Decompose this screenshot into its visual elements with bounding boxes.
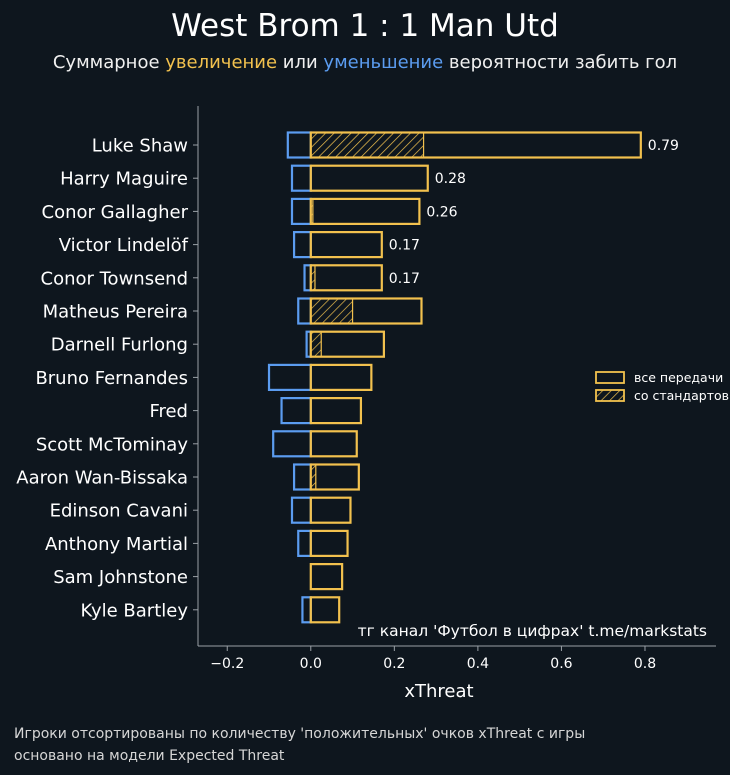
watermark-text: тг канал 'Футбол в цифрах' t.me/markstat… — [358, 622, 707, 640]
footer-line-1: Игроки отсортированы по количеству 'поло… — [14, 726, 586, 742]
player-label-anthony-martial: Anthony Martial — [45, 534, 188, 555]
value-label-victor-lindel-f: 0.17 — [389, 238, 420, 254]
negative-bar-victor-lindel-f — [292, 231, 312, 259]
x-tick-label: 0.6 — [550, 656, 572, 672]
positive-bar-scott-mctominay — [309, 430, 358, 458]
negative-bar-scott-mctominay — [272, 430, 312, 458]
x-tick-label: 0.0 — [300, 656, 322, 672]
subtitle-increase-word: увеличение — [165, 52, 278, 73]
negative-bar-conor-gallagher — [290, 197, 312, 225]
positive-bar-aaron-wan-bissaka — [309, 463, 360, 491]
player-label-edinson-cavani: Edinson Cavani — [50, 501, 188, 522]
subtitle-part-2: или — [277, 52, 324, 73]
subtitle-part-3: вероятности забить гол — [443, 52, 678, 73]
player-label-sam-johnstone: Sam Johnstone — [53, 567, 188, 588]
set-piece-bar-darnell-furlong — [310, 331, 322, 358]
player-label-harry-maguire: Harry Maguire — [60, 169, 188, 190]
positive-bar-anthony-martial — [309, 529, 349, 558]
value-label-harry-maguire: 0.28 — [435, 171, 466, 187]
footer-line-2: основано на модели Expected Threat — [14, 748, 285, 764]
chart-title: West Brom 1 : 1 Man Utd — [171, 8, 559, 44]
positive-bar-luke-shaw — [309, 131, 642, 159]
legend-swatch-all-passes — [595, 371, 625, 384]
player-label-kyle-bartley: Kyle Bartley — [80, 600, 188, 621]
player-label-matheus-pereira: Matheus Pereira — [43, 302, 188, 323]
player-label-conor-gallagher: Conor Gallagher — [42, 202, 189, 223]
positive-bar-darnell-furlong — [309, 330, 385, 358]
negative-bar-aaron-wan-bissaka — [292, 463, 312, 491]
player-label-darnell-furlong: Darnell Furlong — [51, 335, 188, 356]
positive-bar-conor-gallagher — [309, 197, 421, 225]
axis-layer: Luke Shaw Harry Maguire Conor Gallagher Vic… — [16, 106, 716, 702]
value-label-luke-shaw: 0.79 — [648, 138, 679, 154]
positive-bar-fred — [309, 397, 363, 425]
positive-bar-matheus-pereira — [309, 297, 423, 325]
negative-bar-harry-maguire — [290, 164, 312, 192]
negative-bar-luke-shaw — [286, 131, 312, 159]
bars-layer: 0.79 0.28 0.26 0.17 0.17 — [267, 131, 679, 624]
subtitle-part-1: Суммарное — [52, 52, 166, 73]
value-label-conor-gallagher: 0.26 — [426, 204, 457, 220]
positive-bar-victor-lindel-f — [309, 231, 383, 259]
negative-bar-matheus-pereira — [297, 297, 312, 325]
subtitle-decrease-word: уменьшение — [323, 52, 444, 73]
negative-bar-fred — [280, 397, 312, 425]
player-label-aaron-wan-bissaka: Aaron Wan-Bissaka — [16, 468, 188, 489]
legend-label-all-passes: все передачи — [634, 370, 723, 385]
positive-bar-bruno-fernandes — [309, 363, 373, 391]
value-label-conor-townsend: 0.17 — [389, 271, 420, 287]
x-tick-label: −0.2 — [210, 656, 244, 672]
negative-bar-bruno-fernandes — [267, 363, 312, 391]
set-piece-bar-luke-shaw — [310, 131, 425, 159]
legend: все передачи со стандартов — [595, 370, 729, 403]
player-label-victor-lindel-f: Victor Lindelöf — [59, 235, 189, 256]
negative-bar-anthony-martial — [297, 529, 312, 558]
player-label-conor-townsend: Conor Townsend — [41, 268, 189, 289]
player-label-scott-mctominay: Scott McTominay — [36, 434, 189, 455]
positive-bar-sam-johnstone — [309, 562, 344, 591]
positive-bar-harry-maguire — [309, 164, 429, 192]
legend-swatch-set-pieces — [595, 389, 625, 402]
negative-bar-edinson-cavani — [290, 496, 312, 524]
positive-bar-kyle-bartley — [309, 596, 341, 624]
legend-label-set-pieces: со стандартов — [634, 388, 729, 403]
x-tick-label: 0.2 — [383, 656, 405, 672]
player-label-fred: Fred — [149, 401, 188, 422]
footer-note: Игроки отсортированы по количеству 'поло… — [14, 723, 585, 767]
negative-bar-kyle-bartley — [301, 596, 312, 624]
x-axis-title: xThreat — [404, 681, 473, 702]
x-tick-label: 0.8 — [634, 656, 656, 672]
chart-subtitle: Суммарное увеличение или уменьшение веро… — [0, 52, 730, 73]
positive-bar-edinson-cavani — [309, 496, 352, 524]
player-label-bruno-fernandes: Bruno Fernandes — [35, 368, 188, 389]
player-label-luke-shaw: Luke Shaw — [92, 136, 188, 157]
positive-bar-conor-townsend — [309, 264, 383, 292]
set-piece-bar-matheus-pereira — [310, 297, 354, 325]
x-tick-label: 0.4 — [467, 656, 489, 672]
